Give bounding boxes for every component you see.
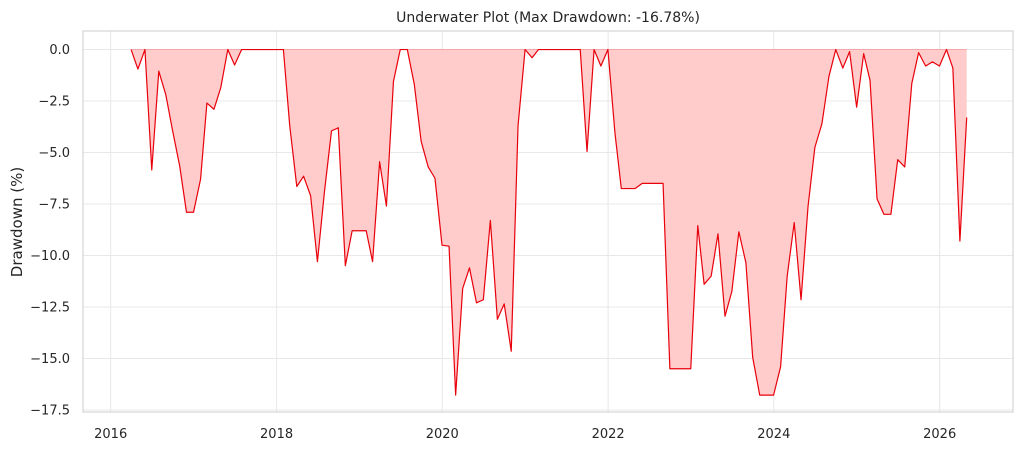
x-tick-label: 2022 (592, 427, 625, 442)
y-tick-label: −12.5 (30, 300, 70, 315)
y-tick-label: −10.0 (30, 249, 70, 264)
y-tick-label: −5.0 (38, 146, 70, 161)
drawdown-line (130, 48, 968, 396)
y-tick-label: −7.5 (38, 197, 70, 212)
x-tick-label: 2020 (426, 427, 459, 442)
plot-frame (82, 30, 1014, 413)
x-tick-label: 2018 (260, 427, 293, 442)
y-tick-label: −17.5 (30, 403, 70, 418)
chart-title: Underwater Plot (Max Drawdown: -16.78%) (396, 10, 700, 26)
y-tick-label: −2.5 (38, 95, 70, 110)
y-tick-label: 0.0 (49, 43, 70, 58)
x-axis-ticks: 2016 2018 2020 2022 2024 2026 (94, 427, 956, 442)
x-tick-label: 2026 (923, 427, 956, 442)
x-tick-label: 2016 (94, 427, 127, 442)
y-tick-label: −15.0 (30, 352, 70, 367)
x-tick-label: 2024 (757, 427, 790, 442)
drawdown-area (131, 49, 967, 396)
y-axis-ticks: 0.0 −2.5 −5.0 −7.5 −10.0 −12.5 −15.0 −17.5 (30, 43, 70, 418)
y-axis-label: Drawdown (%) (8, 167, 26, 277)
